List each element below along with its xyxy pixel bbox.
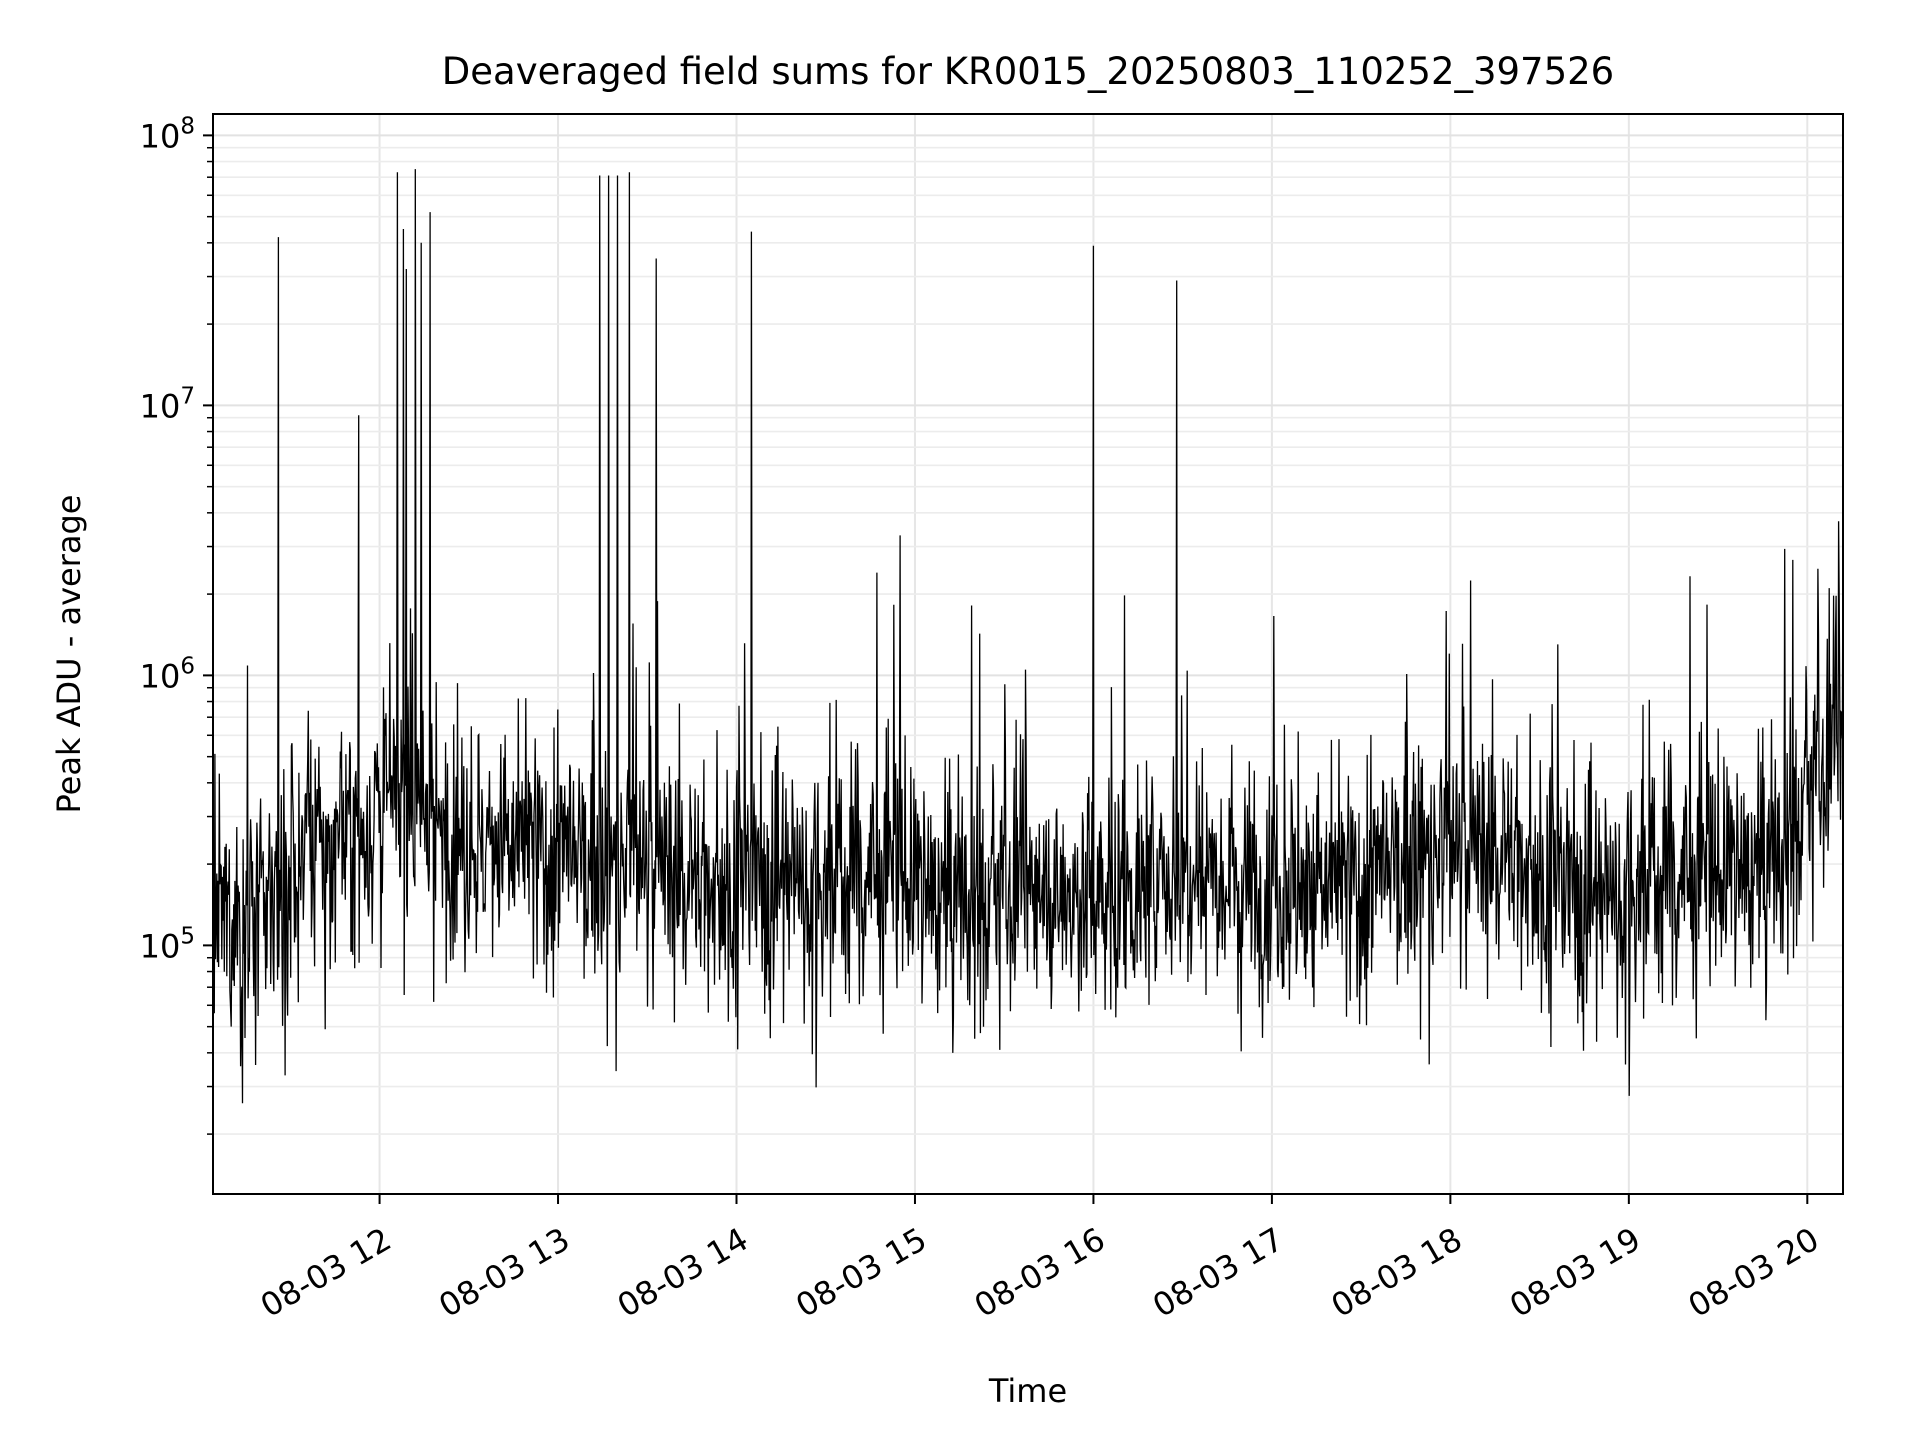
y-tick-label: 106 bbox=[140, 653, 195, 695]
series-line-layer bbox=[213, 169, 1843, 1104]
x-axis-label: Time bbox=[988, 1372, 1067, 1410]
grid bbox=[213, 114, 1843, 1194]
y-tick-label: 105 bbox=[140, 923, 195, 965]
chart-title: Deaveraged field sums for KR0015_2025080… bbox=[442, 50, 1614, 93]
y-tick-label: 107 bbox=[140, 383, 195, 425]
y-tick-label: 108 bbox=[140, 113, 195, 155]
plot-area-frame bbox=[212, 113, 1844, 1195]
series-line bbox=[213, 169, 1843, 1104]
y-axis-label: Peak ADU - average bbox=[50, 495, 88, 814]
